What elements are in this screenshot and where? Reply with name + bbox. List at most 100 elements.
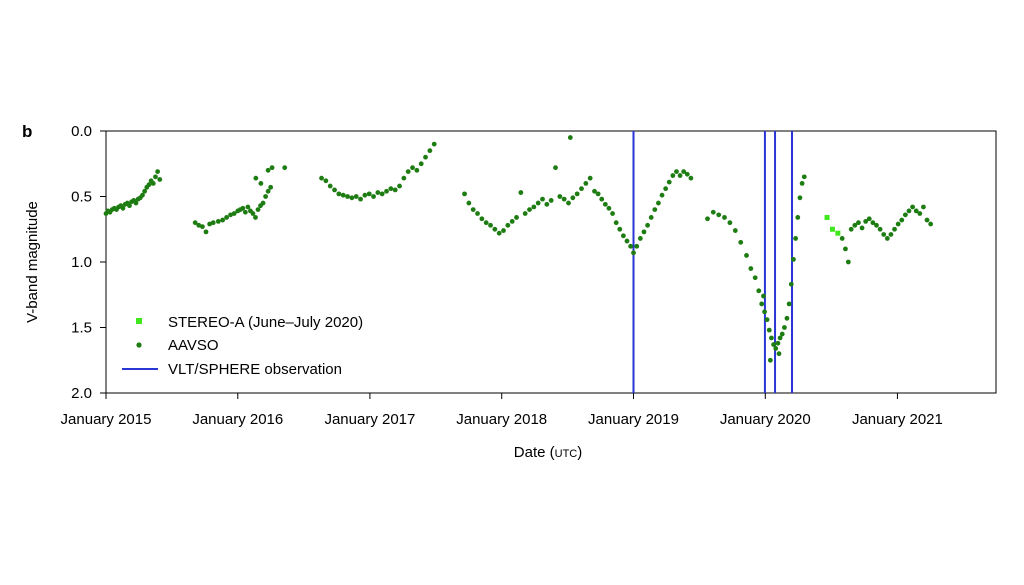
aavso-point-57 (323, 178, 329, 184)
aavso-point-14 (133, 200, 139, 206)
aavso-point-148 (738, 239, 744, 245)
aavso-point-187 (877, 226, 883, 232)
aavso-point-43 (250, 211, 256, 216)
legend-stereo-marker (136, 318, 142, 324)
y-axis-title: V-band magnitude (24, 201, 41, 323)
aavso-point-65 (358, 196, 363, 202)
aavso-point-173 (767, 357, 773, 363)
aavso-point-120 (613, 220, 619, 226)
aavso-point-79 (418, 161, 424, 167)
x-tick-label-1: January 2016 (192, 411, 283, 428)
aavso-point-180 (852, 222, 858, 228)
aavso-point-99 (531, 204, 537, 210)
aavso-point-110 (579, 186, 584, 192)
aavso-point-126 (634, 243, 640, 249)
aavso-point-51 (253, 175, 259, 181)
legend: STEREO-A (June–July 2020) AAVSO VLT/SPHE… (122, 314, 363, 378)
aavso-point-189 (884, 236, 890, 241)
aavso-point-59 (332, 187, 337, 193)
aavso-point-122 (620, 233, 626, 239)
aavso-point-45 (255, 207, 261, 213)
aavso-point-48 (263, 194, 268, 199)
aavso-point-111 (583, 181, 589, 186)
aavso-point-164 (784, 315, 790, 321)
aavso-point-125 (631, 250, 636, 256)
y-tick-label-4: 2.0 (71, 385, 92, 402)
aavso-point-72 (388, 186, 394, 192)
aavso-point-76 (405, 169, 411, 175)
aavso-point-113 (567, 135, 573, 140)
aavso-point-199 (921, 204, 926, 210)
aavso-point-39 (240, 205, 246, 211)
aavso-point-88 (483, 220, 489, 226)
aavso-point-33 (220, 217, 226, 223)
aavso-point-124 (628, 243, 634, 249)
x-tick-label-2: January 2017 (324, 411, 415, 428)
aavso-point-169 (795, 215, 801, 220)
aavso-point-119 (610, 211, 615, 216)
aavso-point-98 (527, 207, 532, 213)
x-tick-label-3: January 2018 (456, 411, 547, 428)
stereo-point-2 (835, 230, 841, 236)
aavso-point-155 (764, 317, 770, 323)
aavso-point-85 (470, 207, 476, 213)
aavso-point-89 (488, 222, 493, 228)
aavso-point-25 (157, 177, 163, 182)
aavso-point-184 (866, 216, 872, 222)
vlt-observation-lines (632, 131, 794, 393)
aavso-point-23 (153, 174, 158, 180)
aavso-point-175 (761, 293, 766, 299)
aavso-point-112 (587, 175, 593, 181)
aavso-point-97 (522, 211, 528, 216)
aavso-point-26 (192, 220, 198, 226)
y-tick-label-0: 0.0 (71, 123, 92, 140)
aavso-point-159 (773, 346, 779, 351)
aavso-point-31 (210, 220, 216, 226)
aavso-point-152 (756, 288, 762, 294)
aavso-point-40 (242, 209, 248, 215)
aavso-point-141 (688, 175, 694, 181)
aavso-point-47 (260, 200, 266, 206)
aavso-point-71 (384, 188, 389, 194)
aavso-point-41 (245, 204, 251, 210)
x-axis-title: Date (UTC) (514, 444, 582, 461)
x-tick-label-5: January 2020 (720, 411, 811, 428)
aavso-point-183 (863, 218, 869, 224)
y-axis: 0.0 0.5 1.0 1.5 2.0 (71, 123, 106, 402)
aavso-point-55 (282, 165, 288, 171)
aavso-point-118 (606, 205, 612, 211)
aavso-point-64 (353, 194, 359, 199)
aavso-point-70 (379, 191, 385, 197)
aavso-point-138 (677, 173, 683, 178)
aavso-point-75 (401, 175, 407, 181)
aavso-point-115 (595, 191, 601, 197)
aavso-point-153 (759, 301, 765, 307)
aavso-point-172 (801, 174, 807, 180)
aavso-point-44 (253, 215, 258, 220)
aavso-point-102 (544, 201, 550, 207)
aavso-point-90 (492, 226, 498, 232)
aavso-point-116 (599, 196, 605, 202)
aavso-point-144 (716, 212, 722, 218)
aavso-point-146 (727, 220, 733, 226)
aavso-point-137 (674, 169, 679, 175)
aavso-point-142 (705, 216, 710, 222)
aavso-point-200 (924, 217, 930, 223)
stereo-series (824, 214, 841, 236)
aavso-point-20 (146, 182, 152, 188)
aavso-point-104 (553, 165, 558, 171)
aavso-point-68 (371, 194, 376, 199)
aavso-point-77 (410, 165, 415, 171)
aavso-point-82 (431, 141, 437, 147)
aavso-point-192 (895, 221, 901, 227)
aavso-point-194 (902, 212, 908, 218)
stereo-point-1 (829, 226, 835, 232)
aavso-point-58 (327, 183, 333, 189)
aavso-point-198 (917, 211, 923, 216)
aavso-point-32 (215, 218, 221, 224)
aavso-point-100 (535, 200, 541, 206)
aavso-point-94 (509, 218, 515, 224)
aavso-point-123 (624, 238, 630, 244)
aavso-point-134 (663, 186, 669, 192)
